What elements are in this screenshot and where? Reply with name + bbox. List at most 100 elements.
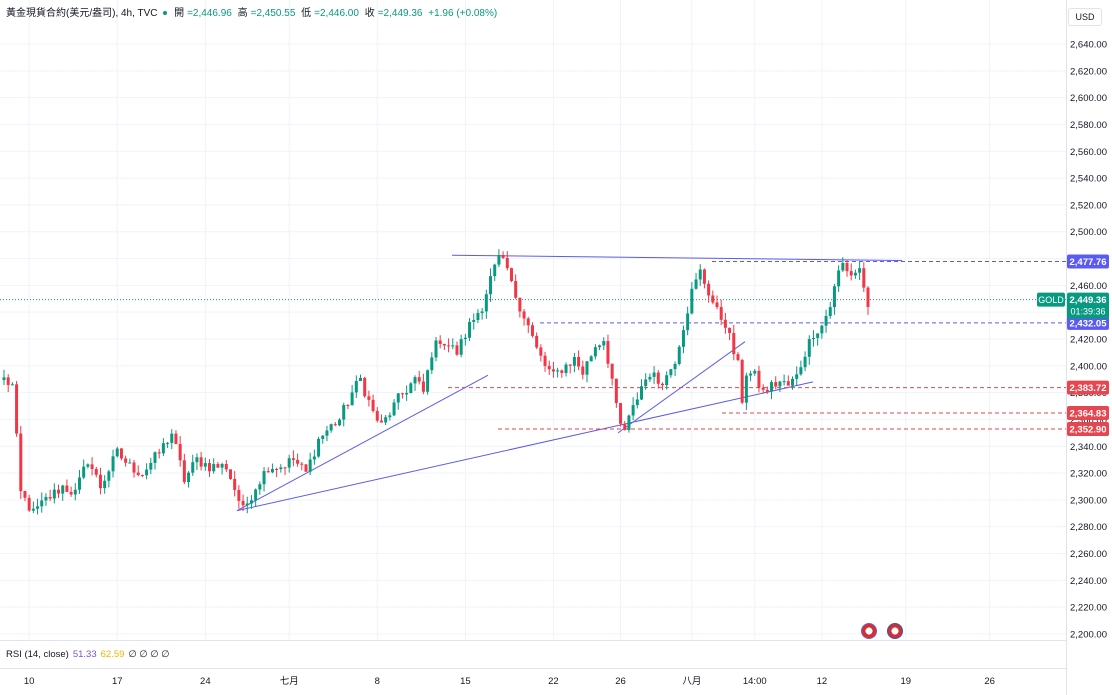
candle-body	[770, 382, 774, 392]
candle-body	[765, 389, 769, 392]
candle-body	[489, 276, 493, 295]
candle-body	[363, 377, 367, 397]
y-tick-label: 2,600.00	[1070, 93, 1107, 104]
candle-body	[228, 469, 232, 479]
candle-body	[505, 257, 509, 269]
candle-body	[224, 463, 228, 470]
rsi-label[interactable]: RSI (14, close)	[6, 649, 69, 660]
market-status-icon	[163, 11, 168, 16]
candle-body	[551, 369, 555, 372]
event-flag-icon[interactable]	[887, 623, 903, 639]
rsi-value: 51.33	[72, 649, 97, 660]
y-tick-label: 2,360.00	[1070, 415, 1107, 426]
candle-body	[140, 474, 144, 476]
candle-body	[249, 500, 253, 504]
y-tick-label: 2,280.00	[1070, 522, 1107, 533]
last-price-label: 2,449.36	[1070, 295, 1107, 306]
candle-body	[346, 405, 350, 407]
candle-body	[145, 469, 149, 476]
chart-grid	[0, 0, 1066, 640]
candle-body	[568, 364, 572, 366]
candle-body	[572, 356, 576, 366]
candle-body	[493, 264, 497, 277]
candle-body	[530, 325, 534, 336]
y-tick-label: 2,520.00	[1070, 200, 1107, 211]
currency-button[interactable]: USD	[1068, 8, 1102, 26]
price-tag	[1067, 421, 1109, 436]
candle-body	[124, 458, 128, 463]
y-tick-label: 2,200.00	[1070, 630, 1107, 641]
candle-body	[732, 333, 736, 355]
uptrend-line	[236, 374, 489, 512]
candle-body	[430, 357, 434, 371]
candle-body	[119, 448, 123, 459]
candle-body	[208, 463, 212, 472]
y-tick-label: 2,460.00	[1070, 281, 1107, 292]
candle-body	[858, 268, 862, 273]
candle-body	[266, 471, 270, 473]
candle-body	[392, 402, 396, 416]
candle-body	[413, 377, 417, 384]
candle-body	[103, 480, 107, 489]
candle-body	[233, 478, 237, 490]
candle-body	[308, 459, 312, 472]
candle-body	[23, 491, 27, 498]
candle-body	[811, 337, 815, 340]
candle-body	[744, 375, 748, 403]
y-tick-label: 2,540.00	[1070, 174, 1107, 185]
candle-body	[602, 341, 606, 346]
resistance-trendline	[451, 254, 903, 262]
candle-body	[182, 460, 186, 483]
candle-body	[656, 372, 660, 384]
candle-body	[484, 294, 488, 312]
candle-body	[19, 433, 23, 492]
low-value: =2,446.00	[314, 8, 359, 19]
candle-body	[107, 471, 111, 481]
candle-body	[619, 403, 623, 424]
candle-body	[166, 442, 170, 444]
candle-body	[287, 458, 291, 468]
high-label: 高	[237, 8, 248, 19]
x-tick-label: 26	[984, 676, 995, 687]
candle-body	[191, 462, 195, 473]
candle-body	[547, 365, 551, 370]
open-label: 開	[174, 8, 185, 19]
candle-body	[245, 503, 249, 506]
event-flag-icon[interactable]	[861, 623, 877, 639]
x-tick-label: 26	[615, 676, 626, 687]
candle-body	[61, 485, 65, 494]
symbol-title[interactable]: 黃金現貨合約(美元/盎司), 4h, TVC	[6, 8, 158, 19]
price-tag-label: 2,364.83	[1070, 408, 1107, 419]
x-tick-label: 八月	[682, 676, 701, 687]
candle-body	[816, 333, 820, 338]
price-tag-label: 2,477.76	[1070, 257, 1107, 268]
candle-body	[610, 363, 614, 379]
rsi-empty-values: ∅ ∅ ∅ ∅	[128, 649, 170, 660]
candle-body	[535, 335, 539, 348]
candle-body	[153, 452, 157, 463]
candle-body	[824, 315, 828, 326]
candle-body	[807, 339, 811, 357]
candle-body	[312, 456, 316, 460]
candle-body	[216, 464, 220, 468]
candle-body	[82, 466, 86, 478]
candle-body	[832, 286, 836, 308]
candle-body	[52, 489, 56, 499]
candle-body	[698, 269, 702, 280]
close-value: =2,449.36	[377, 8, 423, 19]
price-tag-label: 2,432.05	[1070, 318, 1108, 329]
candle-body	[325, 430, 329, 436]
candle-body	[723, 319, 727, 328]
candle-body	[291, 458, 295, 460]
candle-body	[660, 383, 664, 386]
candle-body	[388, 415, 392, 418]
candle-body	[673, 363, 677, 370]
candle-body	[740, 359, 744, 403]
candle-body	[447, 345, 451, 347]
candle-body	[10, 384, 14, 386]
candle-body	[514, 281, 518, 298]
candle-body	[161, 443, 165, 454]
symbol-tag	[1037, 292, 1065, 307]
candle-body	[132, 462, 136, 473]
